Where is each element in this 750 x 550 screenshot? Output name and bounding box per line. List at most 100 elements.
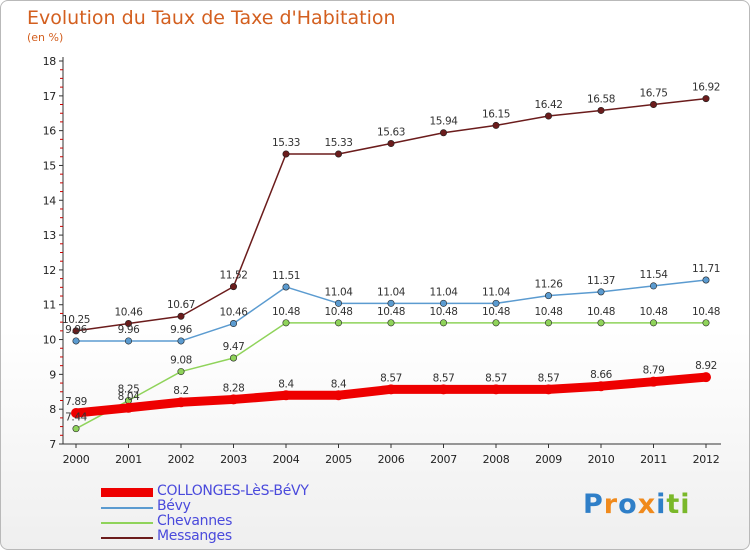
data-point [649, 101, 657, 109]
data-point [333, 390, 344, 401]
legend-swatch [101, 537, 153, 539]
data-point [334, 150, 342, 158]
x-tick-label: 2009 [535, 453, 562, 466]
data-point [230, 320, 238, 328]
x-tick-label: 2012 [693, 453, 720, 466]
data-point [649, 282, 657, 290]
data-label: 10.67 [167, 299, 195, 311]
data-label: 8.28 [223, 382, 245, 394]
data-label: 11.04 [429, 286, 458, 298]
data-point [492, 299, 500, 307]
data-label: 16.58 [587, 93, 615, 105]
data-point [439, 319, 447, 327]
legend-swatch [101, 507, 153, 509]
x-tick-label: 2007 [430, 453, 457, 466]
data-point [230, 354, 238, 362]
x-tick-label: 2008 [483, 453, 510, 466]
data-point [387, 319, 395, 327]
data-point [386, 384, 396, 395]
brand-letter: i [656, 489, 667, 520]
x-tick-label: 2001 [115, 453, 142, 466]
data-point [491, 384, 501, 395]
data-label: 10.48 [429, 306, 457, 318]
data-label: 10.48 [692, 306, 720, 318]
data-label: 15.63 [377, 127, 405, 139]
y-tick-label: 11 [43, 299, 56, 312]
data-label: 11.54 [639, 269, 668, 281]
data-label: 8.57 [538, 372, 560, 384]
data-point [702, 95, 710, 103]
data-point [438, 384, 449, 395]
x-tick-label: 2011 [640, 453, 667, 466]
brand-letter: r [603, 489, 619, 520]
data-point [649, 319, 657, 327]
data-label: 8.57 [485, 372, 507, 384]
data-label: 10.46 [114, 307, 143, 319]
data-label: 8.4 [331, 378, 347, 390]
data-label: 15.33 [272, 137, 300, 149]
data-point [492, 319, 500, 327]
brand-letter: i [680, 489, 691, 520]
data-label: 8.57 [433, 372, 455, 384]
y-tick-label: 16 [43, 125, 57, 138]
legend-label: Bévy [157, 498, 191, 514]
data-label: 9.96 [65, 324, 87, 336]
data-point [701, 372, 711, 383]
data-label: 9.96 [170, 324, 192, 336]
x-tick-label: 2004 [273, 453, 300, 466]
data-point [543, 384, 554, 395]
data-label: 8.57 [380, 372, 402, 384]
data-label: 16.42 [534, 99, 562, 111]
y-tick-label: 9 [49, 368, 56, 381]
y-tick-label: 17 [43, 90, 57, 103]
data-point [177, 337, 185, 345]
data-point [123, 402, 134, 413]
data-label: 8.79 [643, 365, 665, 377]
data-point [282, 150, 290, 158]
data-label: 16.75 [639, 88, 667, 100]
data-label: 10.25 [62, 314, 90, 326]
data-point [544, 112, 552, 120]
y-tick-label: 7 [49, 438, 56, 451]
brand-letter: P [583, 489, 604, 520]
brand-logo: Proxiti [583, 489, 691, 520]
data-point [228, 394, 239, 405]
data-label: 15.33 [324, 137, 352, 149]
data-label: 15.94 [429, 116, 458, 128]
y-tick-label: 8 [49, 403, 56, 416]
data-label: 8.04 [118, 391, 140, 403]
data-point [597, 319, 605, 327]
data-label: 8.25 [118, 383, 140, 395]
data-label: 16.92 [692, 82, 720, 94]
y-tick-label: 10 [43, 334, 57, 347]
y-tick-label: 15 [43, 159, 57, 172]
data-point [281, 390, 291, 401]
data-point [177, 312, 185, 320]
legend-label: Messanges [157, 528, 232, 544]
data-label: 10.48 [377, 306, 405, 318]
data-point [597, 288, 605, 296]
data-label: 11.26 [534, 279, 563, 291]
data-label: 10.48 [639, 306, 667, 318]
data-point [544, 319, 552, 327]
data-point [282, 319, 290, 327]
x-tick-label: 2005 [325, 453, 352, 466]
data-label: 10.48 [272, 306, 300, 318]
data-point [702, 319, 710, 327]
data-label: 10.48 [587, 306, 615, 318]
data-point [72, 327, 80, 335]
data-point [334, 299, 342, 307]
x-tick-label: 2000 [63, 453, 90, 466]
data-point [72, 337, 80, 345]
data-label: 8.2 [173, 385, 189, 397]
brand-letter: o [618, 489, 638, 520]
x-tick-label: 2003 [220, 453, 247, 466]
data-point [72, 425, 80, 433]
data-label: 11.04 [324, 286, 353, 298]
x-tick-label: 2010 [588, 453, 615, 466]
data-label: 10.48 [482, 306, 510, 318]
data-label: 8.92 [695, 360, 717, 372]
data-label: 9.47 [223, 341, 245, 353]
data-label: 8.4 [278, 378, 294, 390]
